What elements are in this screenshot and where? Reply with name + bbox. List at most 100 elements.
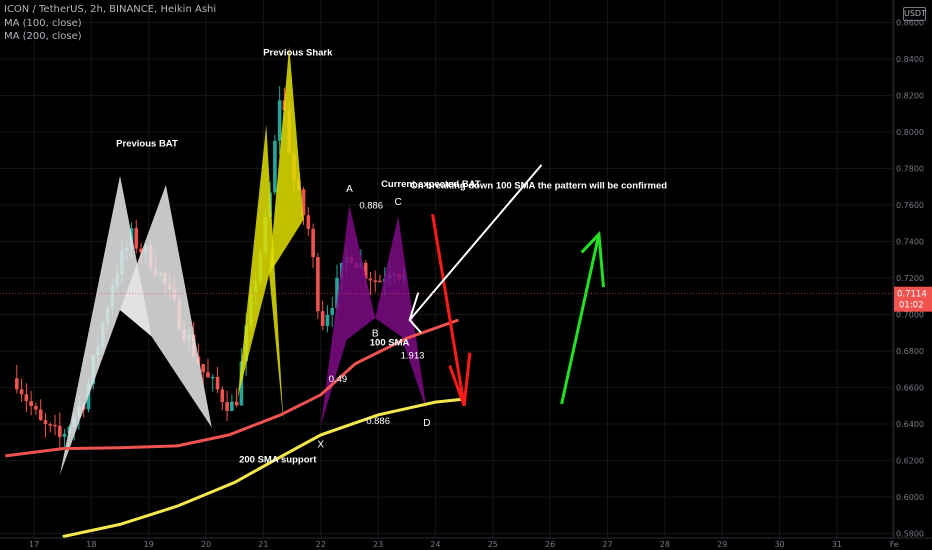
x-tick-label: 29 <box>717 540 727 549</box>
y-tick-label: 0.8200 <box>896 92 924 101</box>
candle-body <box>24 394 29 402</box>
pointer-arrow <box>408 164 543 321</box>
candle-body <box>29 401 33 406</box>
symbol-line: ICON / TetherUS, 2h, BINANCE, Heikin Ash… <box>4 4 217 15</box>
x-tick-label: 23 <box>373 540 383 549</box>
harmonic-patterns <box>59 46 427 476</box>
x-tick-label: 25 <box>488 540 498 549</box>
candle-body <box>277 100 282 141</box>
y-tick-label: 0.7200 <box>896 274 924 283</box>
annotations: Previous BAT Previous Shark Current expect… <box>116 47 667 465</box>
candle-body <box>210 376 215 379</box>
candle-body <box>316 257 320 312</box>
up-arrow-head <box>580 230 605 288</box>
candle-body <box>58 425 62 437</box>
y-tick-label: 0.8600 <box>896 19 924 28</box>
y-tick-label: 0.8000 <box>896 128 924 137</box>
candle-body <box>311 228 315 258</box>
candle-body <box>139 248 143 253</box>
candle-body <box>14 378 19 390</box>
sma200-label: 200 SMA support <box>239 454 317 465</box>
chart-legend: ICON / TetherUS, 2h, BINANCE, Heikin Ash… <box>4 3 216 44</box>
x-tick-label: Fe <box>890 540 899 549</box>
candle-body <box>225 402 229 411</box>
candle-body <box>53 424 57 427</box>
point-d-label: D <box>423 418 430 429</box>
previous-bat-label: Previous BAT <box>116 139 178 150</box>
y-tick-label: 0.6000 <box>896 493 924 502</box>
candle-body <box>301 189 306 216</box>
x-tick-label: 28 <box>660 540 670 549</box>
candle-body <box>273 140 277 193</box>
currency-badge[interactable]: USDT <box>903 7 926 21</box>
down-arrow-head <box>448 352 472 407</box>
y-tick-label: 0.6800 <box>896 347 924 356</box>
candle-body <box>325 314 330 326</box>
confirm-note-label: On breaking down 100 SMA the pattern wil… <box>410 181 667 192</box>
candle-body <box>86 384 91 410</box>
x-tick-label: 24 <box>430 540 440 549</box>
candle-body <box>43 420 48 425</box>
ratio-xb-label: 0.49 <box>329 374 348 385</box>
ma100-line <box>5 318 459 458</box>
ratio-ac-label: 0.886 <box>359 201 383 212</box>
x-tick-label: 17 <box>29 540 39 549</box>
y-tick-label: 0.6400 <box>896 420 924 429</box>
previous-shark-triangle <box>237 124 284 423</box>
candle-body <box>220 389 225 403</box>
candle-body <box>330 308 335 315</box>
candle-body <box>62 433 67 437</box>
y-tick-label: 0.7800 <box>896 165 924 174</box>
candle-body <box>34 405 38 410</box>
moving-averages <box>5 318 462 539</box>
candle-body <box>363 262 368 279</box>
candle-body <box>215 376 220 390</box>
previous-bat-triangle <box>59 175 152 476</box>
price-tag-value: 0.7114 <box>897 290 927 300</box>
candle-body <box>368 278 373 281</box>
ma200-line <box>62 397 462 539</box>
y-tick-label: 0.6200 <box>896 457 924 466</box>
candle-body <box>206 372 210 378</box>
sma100-label: 100 SMA <box>370 338 410 349</box>
candle-body <box>48 424 53 426</box>
candle-body <box>378 280 382 283</box>
current-bat-triangle <box>320 205 376 426</box>
candle-body <box>201 364 205 373</box>
current-bat-triangle <box>375 215 427 412</box>
y-tick-label: 0.7000 <box>896 311 924 320</box>
point-x-label: X <box>317 440 324 451</box>
ma100-label: MA (100, close) <box>4 17 82 29</box>
ratio-xd-label: 0.886 <box>366 416 390 427</box>
candle-body <box>320 311 325 326</box>
y-tick-label: 0.6600 <box>896 384 924 393</box>
current-bat-label: Current expected BAT <box>381 179 481 190</box>
candle-body <box>306 215 311 229</box>
down-arrow <box>431 213 466 406</box>
x-tick-label: 18 <box>86 540 96 549</box>
x-tick-label: 31 <box>832 540 842 549</box>
previous-shark-label: Previous Shark <box>263 47 333 58</box>
y-tick-label: 0.5800 <box>896 530 924 539</box>
candle-body <box>38 409 43 421</box>
x-tick-label: 27 <box>602 540 612 549</box>
candle-body <box>234 401 239 406</box>
x-tick-label: 21 <box>258 540 268 549</box>
x-tick-label: 22 <box>316 540 326 549</box>
previous-shark-triangle <box>269 46 321 426</box>
x-tick-label: 19 <box>144 540 154 549</box>
x-tick-label: 26 <box>545 540 555 549</box>
candle-body <box>134 228 139 249</box>
pointer-arrow-head <box>408 292 422 334</box>
candle-body <box>335 277 339 309</box>
point-c-label: C <box>395 197 402 208</box>
x-tick-label: 30 <box>774 540 784 549</box>
y-tick-label: 0.7400 <box>896 238 924 247</box>
candle-body <box>230 401 234 411</box>
x-tick-label: 20 <box>201 540 211 549</box>
up-arrow <box>560 233 601 405</box>
y-tick-label: 0.7600 <box>896 201 924 210</box>
point-a-label: A <box>346 184 353 195</box>
